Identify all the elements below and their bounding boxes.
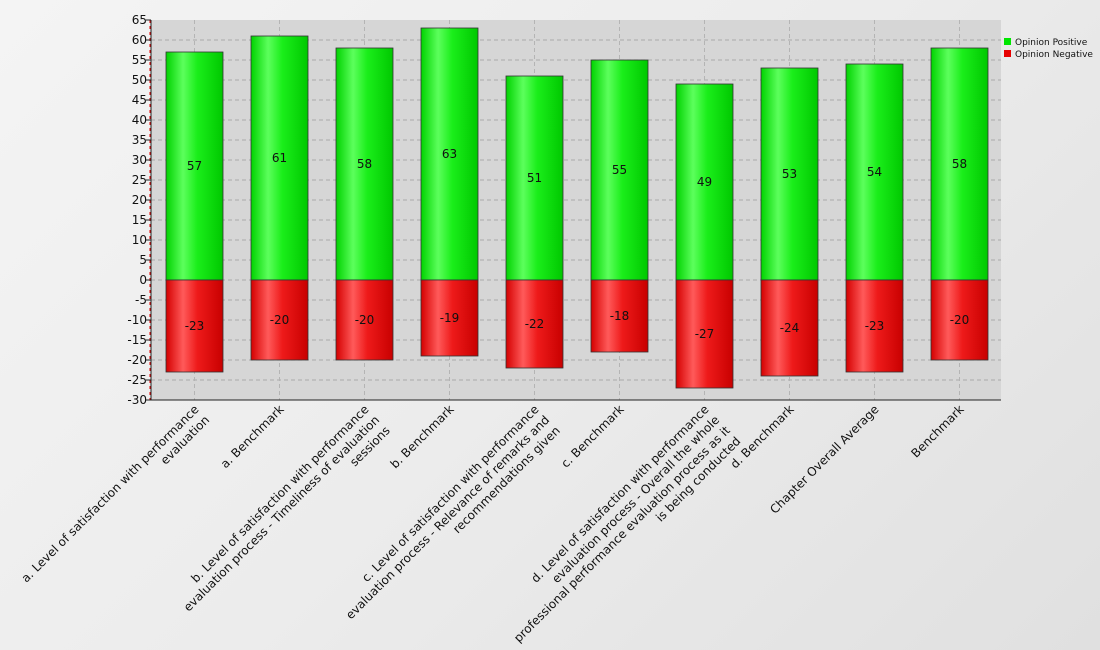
bar-negative bbox=[845, 279, 904, 373]
y-tick-label: -30 bbox=[127, 393, 147, 407]
bar-negative bbox=[675, 279, 734, 389]
bar-positive bbox=[420, 27, 479, 281]
y-tick-label: 40 bbox=[132, 113, 147, 127]
data-label-negative: -20 bbox=[355, 313, 375, 327]
bar-negative bbox=[590, 279, 649, 353]
x-tick-label-line: d. Benchmark bbox=[728, 402, 797, 471]
y-tick-label: 35 bbox=[132, 133, 147, 147]
y-tick-label: -20 bbox=[127, 353, 147, 367]
x-tick-label-line: evaluation process - Timeliness of evalu… bbox=[181, 413, 382, 614]
data-label-positive: 53 bbox=[782, 167, 797, 181]
data-label-positive: 51 bbox=[527, 171, 542, 185]
data-label-positive: 63 bbox=[442, 147, 457, 161]
axes bbox=[149, 20, 1001, 401]
bar-negative bbox=[250, 279, 309, 361]
x-tick-label: b. Level of satisfaction with performanc… bbox=[181, 402, 393, 614]
legend-label: Opinion Negative bbox=[1015, 50, 1093, 60]
data-label-negative: -24 bbox=[780, 321, 800, 335]
x-tick-label-line: b. Benchmark bbox=[388, 402, 457, 471]
legend: Opinion Positive Opinion Negative bbox=[1004, 38, 1093, 60]
legend-swatch bbox=[1004, 38, 1011, 45]
y-tick-label: 50 bbox=[132, 73, 147, 87]
y-tick-label: 55 bbox=[132, 53, 147, 67]
data-label-negative: -19 bbox=[440, 311, 460, 325]
bar-negative bbox=[165, 279, 224, 373]
y-tick-label: 0 bbox=[139, 273, 147, 287]
bar-positive bbox=[335, 47, 394, 281]
x-tick-label-line: professional performance evaluation proc… bbox=[511, 423, 733, 645]
data-label-positive: 58 bbox=[357, 157, 372, 171]
bar-positive bbox=[505, 75, 564, 281]
y-tick-label: 20 bbox=[132, 193, 147, 207]
y-tick-label: 25 bbox=[132, 173, 147, 187]
data-label-negative: -20 bbox=[950, 313, 970, 327]
x-tick-label-line: evaluation process - Overall the whole bbox=[549, 413, 722, 586]
bar-negative bbox=[420, 279, 479, 357]
data-label-negative: -23 bbox=[185, 319, 205, 333]
x-tick-label-line: a. Benchmark bbox=[218, 402, 287, 471]
x-axis-labels: a. Level of satisfaction with performanc… bbox=[19, 402, 967, 645]
data-label-positive: 57 bbox=[187, 159, 202, 173]
x-tick-label: a. Benchmark bbox=[218, 402, 287, 471]
bar-positive bbox=[930, 47, 989, 281]
bars: 57 -23 61 -20 58 -20 63 -19 51 -22 55 -18 49 -27 53 -24… bbox=[165, 27, 989, 389]
x-tick-label-line: c. Benchmark bbox=[558, 402, 626, 470]
x-tick-label: a. Level of satisfaction with performanc… bbox=[19, 402, 213, 585]
y-tick-label: 65 bbox=[132, 13, 147, 27]
data-label-negative: -27 bbox=[695, 327, 715, 341]
data-label-positive: 54 bbox=[867, 165, 882, 179]
data-label-positive: 61 bbox=[272, 151, 287, 165]
data-label-positive: 55 bbox=[612, 163, 627, 177]
bar-positive bbox=[250, 35, 309, 281]
bar-positive bbox=[165, 51, 224, 281]
x-tick-label: Benchmark bbox=[908, 402, 966, 460]
y-tick-label: 30 bbox=[132, 153, 147, 167]
y-tick-label: -15 bbox=[127, 333, 147, 347]
y-tick-label: 10 bbox=[132, 233, 147, 247]
bar-negative bbox=[335, 279, 394, 361]
x-tick-label: d. Benchmark bbox=[728, 402, 797, 471]
y-tick-label: 15 bbox=[132, 213, 147, 227]
bar-negative bbox=[505, 279, 564, 369]
y-axis-ticks: 65605550454035302520151050-5-10-15-20-25… bbox=[127, 13, 151, 407]
bar-positive bbox=[675, 83, 734, 281]
legend-swatch bbox=[1004, 50, 1011, 57]
x-tick-label-line: b. Level of satisfaction with performanc… bbox=[188, 402, 371, 585]
data-label-negative: -22 bbox=[525, 317, 545, 331]
bar-positive bbox=[590, 59, 649, 281]
bar-positive bbox=[845, 63, 904, 281]
data-label-positive: 49 bbox=[697, 175, 712, 189]
data-label-positive: 58 bbox=[952, 157, 967, 171]
y-tick-label: -25 bbox=[127, 373, 147, 387]
data-label-negative: -18 bbox=[610, 309, 630, 323]
y-tick-label: -10 bbox=[127, 313, 147, 327]
y-tick-label: 60 bbox=[132, 33, 147, 47]
y-tick-label: 45 bbox=[132, 93, 147, 107]
bar-positive bbox=[760, 67, 819, 281]
bar-negative bbox=[760, 279, 819, 377]
bar-negative bbox=[930, 279, 989, 361]
data-label-negative: -23 bbox=[865, 319, 885, 333]
data-label-negative: -20 bbox=[270, 313, 290, 327]
y-tick-label: -5 bbox=[135, 293, 147, 307]
x-tick-label-line: Benchmark bbox=[908, 402, 966, 460]
y-tick-label: 5 bbox=[139, 253, 147, 267]
x-tick-label: b. Benchmark bbox=[388, 402, 457, 471]
legend-label: Opinion Positive bbox=[1015, 38, 1088, 48]
x-tick-label-line: a. Level of satisfaction with performanc… bbox=[19, 402, 202, 585]
x-tick-label: c. Benchmark bbox=[558, 402, 626, 470]
